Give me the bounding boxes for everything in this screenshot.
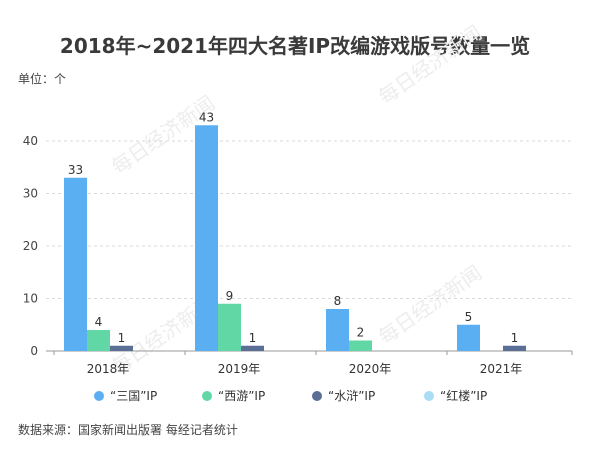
- legend-swatch: [94, 390, 104, 401]
- legend-item: “西游”IP: [202, 387, 312, 404]
- bar: [64, 177, 87, 351]
- unit-label: 单位：个: [18, 72, 67, 86]
- legend-label: “西游”IP: [218, 389, 266, 403]
- y-tick-label: 20: [23, 239, 38, 253]
- bar: [195, 125, 218, 351]
- bar: [218, 303, 241, 351]
- data-label: 43: [199, 110, 214, 124]
- legend-swatch: [424, 390, 434, 401]
- bar: [503, 345, 526, 351]
- legend-swatch: [312, 390, 322, 401]
- y-tick-label: 0: [30, 344, 38, 358]
- bar: [241, 345, 264, 351]
- data-label: 1: [511, 331, 519, 345]
- bar: [110, 345, 133, 351]
- data-label: 9: [226, 289, 234, 303]
- chart-title: 2018年~2021年四大名著IP改编游戏版号数量一览: [59, 34, 531, 58]
- x-tick-label: 2021年: [480, 362, 523, 376]
- bar: [349, 340, 372, 351]
- x-tick-label: 2019年: [218, 362, 261, 376]
- data-label: 1: [249, 331, 257, 345]
- bar: [326, 309, 349, 351]
- y-tick-label: 10: [23, 292, 38, 306]
- watermark-text: 每日经济新闻: [374, 21, 486, 109]
- legend-label: “三国”IP: [110, 389, 158, 403]
- legend-item: “三国”IP: [94, 387, 202, 404]
- data-label: 8: [334, 294, 342, 308]
- data-label: 4: [95, 315, 103, 329]
- source-note: 数据来源：国家新闻出版署 每经记者统计: [18, 423, 238, 437]
- data-label: 1: [118, 331, 126, 345]
- data-label: 2: [357, 326, 365, 340]
- data-label: 33: [68, 163, 83, 177]
- y-tick-label: 40: [23, 134, 38, 148]
- legend-swatch: [202, 390, 212, 401]
- x-tick-label: 2020年: [349, 362, 392, 376]
- legend-item: “水浒”IP: [312, 387, 424, 404]
- legend-label: “红楼”IP: [440, 389, 488, 403]
- legend-label: “水浒”IP: [328, 389, 376, 403]
- bar: [87, 330, 110, 351]
- legend-item: “红楼”IP: [424, 387, 524, 404]
- data-label: 5: [465, 310, 473, 324]
- legend: “三国”IP “西游”IP “水浒”IP “红楼”IP: [94, 387, 524, 404]
- bar: [457, 324, 480, 351]
- x-tick-label: 2018年: [87, 362, 130, 376]
- y-tick-label: 30: [23, 187, 38, 201]
